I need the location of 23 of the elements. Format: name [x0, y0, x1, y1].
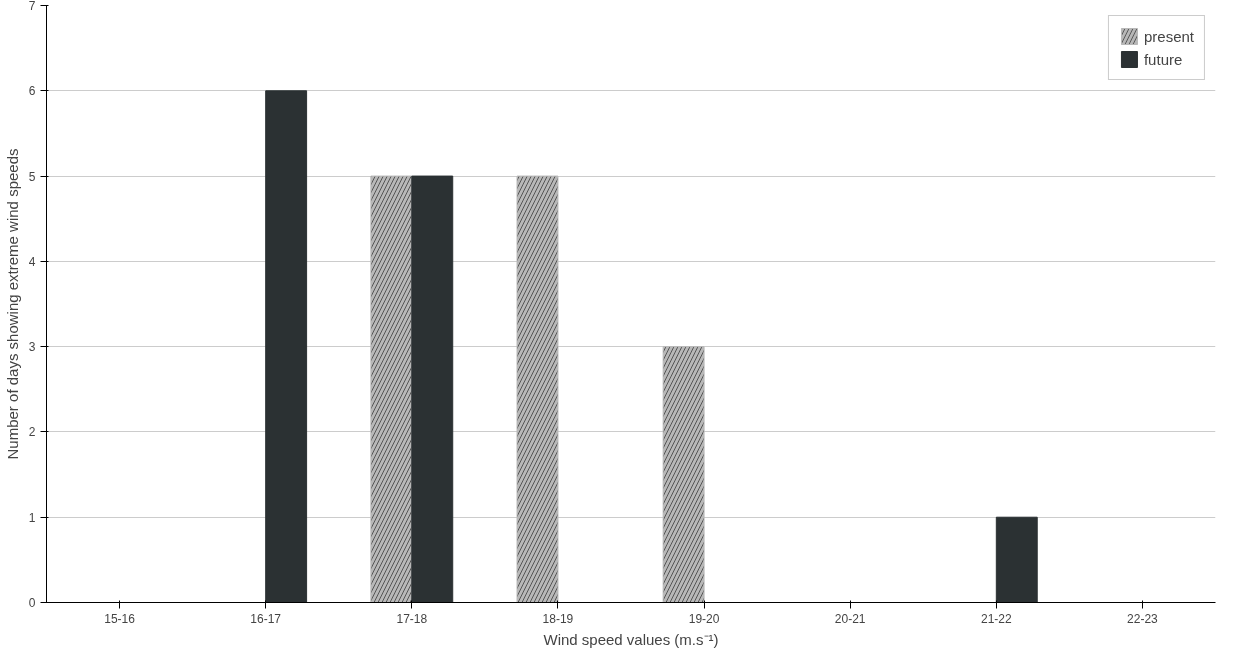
x-tick-label: 17-18 — [396, 611, 428, 626]
bar — [411, 175, 454, 603]
y-tick-label: 5 — [28, 169, 36, 184]
x-tick-label: 19-20 — [688, 611, 720, 626]
y-tick-label: 6 — [28, 84, 36, 99]
legend-label: future — [1143, 50, 1183, 68]
legend-label: present — [1143, 27, 1194, 45]
x-tick-label: 15-16 — [104, 611, 136, 626]
y-tick-label: 4 — [28, 254, 36, 269]
x-axis-title: Wind speed values (m.s⁻¹) — [543, 630, 719, 648]
x-tick-label: 21-22 — [980, 611, 1012, 626]
y-tick-label: 0 — [28, 596, 36, 610]
y-axis-title: Number of days showing extreme wind speeds — [3, 148, 21, 460]
y-tick-label: 7 — [28, 0, 36, 13]
x-tick-label: 20-21 — [834, 611, 866, 626]
y-tick-label: 3 — [28, 340, 36, 355]
y-tick-label: 1 — [28, 510, 36, 525]
x-tick-label: 18-19 — [542, 611, 574, 626]
bar — [995, 516, 1038, 603]
x-tick-label: 16-17 — [250, 611, 282, 626]
bar — [265, 90, 308, 603]
x-tick-label: 22-23 — [1127, 611, 1159, 626]
y-tick-label: 2 — [28, 425, 36, 440]
